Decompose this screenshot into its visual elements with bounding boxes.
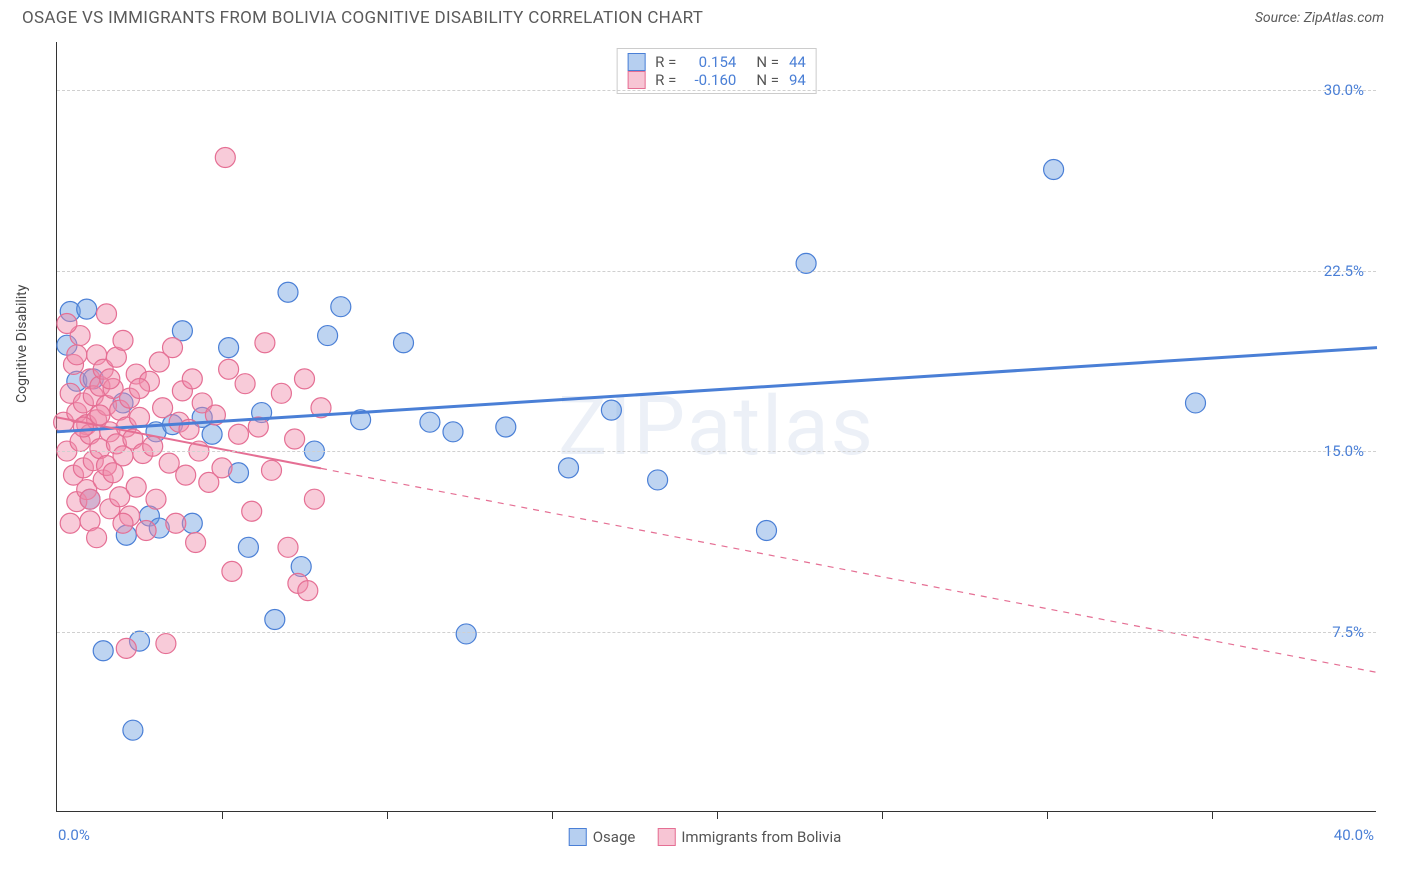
y-tick-label: 15.0% — [1324, 442, 1364, 460]
data-point — [126, 477, 146, 497]
trend-line-dashed — [321, 468, 1377, 672]
x-min-label: 0.0% — [58, 826, 90, 844]
data-point — [394, 333, 414, 353]
data-point — [166, 513, 186, 533]
x-tick — [552, 811, 553, 819]
x-tick — [717, 811, 718, 819]
data-point — [222, 561, 242, 581]
data-point — [278, 537, 298, 557]
data-point — [295, 369, 315, 389]
data-point — [73, 417, 93, 437]
data-point — [130, 379, 150, 399]
legend-label: Immigrants from Bolivia — [681, 828, 841, 846]
legend-label: Osage — [593, 828, 636, 846]
data-point — [601, 400, 621, 420]
data-point — [219, 359, 239, 379]
data-point — [229, 424, 249, 444]
plot-area: ZIPatlas R = 0.154 N = 44 R = -0.160 N =… — [56, 42, 1376, 812]
data-point — [757, 520, 777, 540]
grid-line — [57, 632, 1376, 633]
data-point — [271, 383, 291, 403]
y-tick-label: 30.0% — [1324, 81, 1364, 99]
y-tick-label: 7.5% — [1332, 623, 1364, 641]
x-max-label: 40.0% — [1334, 826, 1374, 844]
data-point — [60, 513, 80, 533]
data-point — [304, 489, 324, 509]
data-point — [420, 412, 440, 432]
data-point — [159, 453, 179, 473]
data-point — [67, 345, 87, 365]
x-tick — [222, 811, 223, 819]
swatch-blue-icon — [569, 828, 587, 846]
data-point — [318, 326, 338, 346]
data-point — [278, 282, 298, 302]
legend-item-bolivia: Immigrants from Bolivia — [657, 828, 841, 846]
x-tick — [1212, 811, 1213, 819]
data-point — [1044, 160, 1064, 180]
series-legend: Osage Immigrants from Bolivia — [569, 828, 842, 846]
data-point — [123, 720, 143, 740]
y-tick-label: 22.5% — [1324, 262, 1364, 280]
data-point — [242, 501, 262, 521]
data-point — [80, 489, 100, 509]
data-point — [265, 610, 285, 630]
data-point — [113, 330, 133, 350]
data-point — [559, 458, 579, 478]
data-point — [163, 338, 183, 358]
grid-line — [57, 451, 1376, 452]
data-point — [235, 374, 255, 394]
data-point — [212, 458, 232, 478]
data-point — [443, 422, 463, 442]
data-point — [219, 338, 239, 358]
grid-line — [57, 271, 1376, 272]
data-point — [331, 297, 351, 317]
data-point — [255, 333, 275, 353]
data-point — [186, 533, 206, 553]
data-point — [143, 436, 163, 456]
data-point — [130, 407, 150, 427]
swatch-pink-icon — [657, 828, 675, 846]
data-point — [93, 641, 113, 661]
data-point — [298, 581, 318, 601]
data-point — [496, 417, 516, 437]
data-point — [100, 369, 120, 389]
y-axis-label: Cognitive Disability — [14, 285, 30, 403]
data-point — [97, 304, 117, 324]
chart-title: OSAGE VS IMMIGRANTS FROM BOLIVIA COGNITI… — [22, 8, 703, 28]
data-point — [285, 429, 305, 449]
data-point — [153, 398, 173, 418]
data-point — [1186, 393, 1206, 413]
x-tick — [387, 811, 388, 819]
data-point — [77, 299, 97, 319]
data-point — [156, 634, 176, 654]
data-point — [116, 638, 136, 658]
data-point — [90, 405, 110, 425]
data-point — [146, 489, 166, 509]
data-point — [262, 460, 282, 480]
data-point — [87, 528, 107, 548]
data-point — [648, 470, 668, 490]
trend-line-solid — [57, 348, 1377, 432]
data-point — [215, 148, 235, 168]
source-attribution: Source: ZipAtlas.com — [1255, 10, 1384, 26]
data-point — [57, 314, 77, 334]
data-point — [136, 520, 156, 540]
scatter-svg — [57, 42, 1376, 811]
data-point — [176, 465, 196, 485]
data-point — [238, 537, 258, 557]
data-point — [202, 424, 222, 444]
chart-container: Cognitive Disability ZIPatlas R = 0.154 … — [22, 38, 1388, 848]
data-point — [456, 624, 476, 644]
data-point — [182, 369, 202, 389]
x-tick — [1047, 811, 1048, 819]
data-point — [113, 513, 133, 533]
grid-line — [57, 90, 1376, 91]
legend-item-osage: Osage — [569, 828, 636, 846]
x-tick — [882, 811, 883, 819]
